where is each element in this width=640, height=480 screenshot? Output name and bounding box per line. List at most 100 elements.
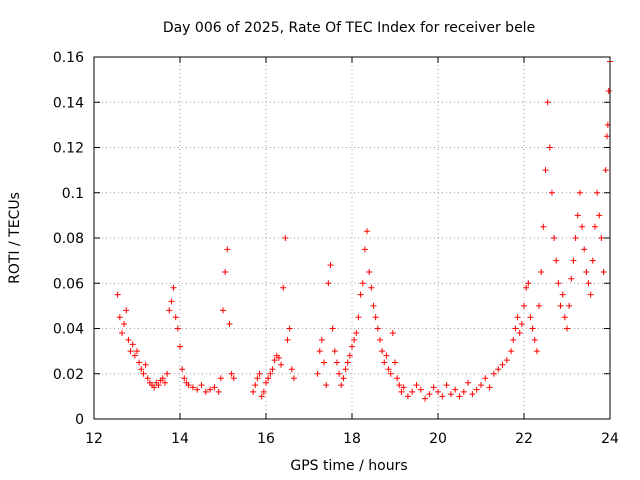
data-point [581, 246, 588, 253]
data-point [417, 386, 424, 393]
data-point [559, 291, 566, 298]
data-point [602, 167, 609, 174]
data-point [198, 382, 205, 389]
data-point [333, 359, 340, 366]
x-tick-label: 12 [85, 431, 103, 447]
data-point [542, 167, 549, 174]
data-point [579, 223, 586, 230]
data-point [346, 352, 353, 359]
data-point [426, 391, 433, 398]
data-point [564, 325, 570, 332]
data-point [603, 133, 610, 140]
data-point [452, 386, 459, 393]
y-tick-label: 0.06 [53, 276, 84, 292]
data-point [282, 235, 289, 241]
data-point [585, 280, 592, 287]
data-point [172, 314, 179, 321]
data-point [222, 268, 229, 275]
data-point [368, 284, 375, 291]
data-point [338, 382, 345, 389]
data-point [387, 370, 394, 377]
data-point [591, 223, 598, 230]
data-point [207, 386, 214, 393]
data-point [323, 382, 330, 389]
x-tick-label: 14 [171, 431, 189, 447]
data-point [116, 314, 123, 321]
data-point [392, 359, 398, 366]
data-point [370, 302, 377, 309]
data-point [473, 386, 480, 393]
data-point [398, 388, 405, 395]
y-tick-label: 0.08 [53, 231, 84, 247]
data-point [290, 375, 297, 382]
data-point [548, 189, 555, 196]
data-point [394, 375, 401, 382]
grid-layer [94, 57, 610, 419]
data-point [327, 262, 334, 269]
y-tick-label: 0.02 [53, 367, 84, 383]
data-point [353, 330, 360, 337]
data-point [151, 384, 158, 391]
data-point [478, 382, 484, 389]
data-point [260, 388, 267, 395]
data-point [482, 375, 489, 382]
y-tick-label: 0.12 [53, 141, 84, 157]
data-point [230, 375, 237, 382]
data-point [355, 314, 362, 321]
data-point [456, 393, 463, 400]
data-point [336, 370, 343, 377]
data-point [531, 336, 538, 343]
data-point [220, 307, 226, 314]
data-point [155, 382, 162, 389]
data-point [544, 99, 551, 106]
data-point [265, 375, 272, 382]
data-point [278, 361, 285, 368]
data-point [331, 348, 338, 355]
data-point [413, 382, 420, 389]
data-point [566, 302, 573, 309]
data-point [342, 366, 349, 373]
x-axis-label: GPS time / hours [290, 458, 407, 474]
data-point [583, 268, 590, 275]
data-point [275, 354, 282, 361]
y-tick-label: 0.1 [62, 186, 84, 202]
x-tick-label: 24 [601, 431, 619, 447]
data-point [181, 375, 188, 382]
data-point [536, 302, 543, 309]
x-tick-label: 16 [257, 431, 275, 447]
data-point [396, 382, 403, 389]
y-tick-label: 0.16 [53, 50, 84, 66]
data-point [364, 228, 371, 235]
data-point [142, 361, 149, 368]
data-point [215, 388, 222, 395]
data-point [314, 370, 321, 377]
data-point [465, 379, 472, 386]
data-point [134, 348, 140, 355]
data-point [366, 268, 373, 275]
data-point [179, 366, 186, 373]
y-tick-label: 0.04 [53, 322, 84, 338]
y-tick-label: 0.14 [53, 95, 84, 111]
data-point [372, 314, 379, 321]
data-point [359, 280, 366, 287]
data-point [512, 325, 519, 332]
data-point [385, 366, 392, 373]
data-point [572, 235, 579, 241]
data-point [280, 284, 287, 291]
data-point [430, 384, 437, 391]
data-point [538, 268, 545, 275]
data-point [400, 384, 407, 391]
data-point [508, 348, 515, 355]
data-point [594, 189, 601, 196]
data-point [170, 284, 177, 291]
data-point [435, 388, 441, 395]
data-point [269, 366, 276, 373]
x-tick-label: 18 [343, 431, 361, 447]
data-point [325, 280, 332, 287]
data-point [114, 291, 121, 298]
data-point [605, 87, 612, 94]
data-point [383, 352, 390, 359]
data-point [161, 379, 168, 386]
data-point [516, 330, 523, 337]
